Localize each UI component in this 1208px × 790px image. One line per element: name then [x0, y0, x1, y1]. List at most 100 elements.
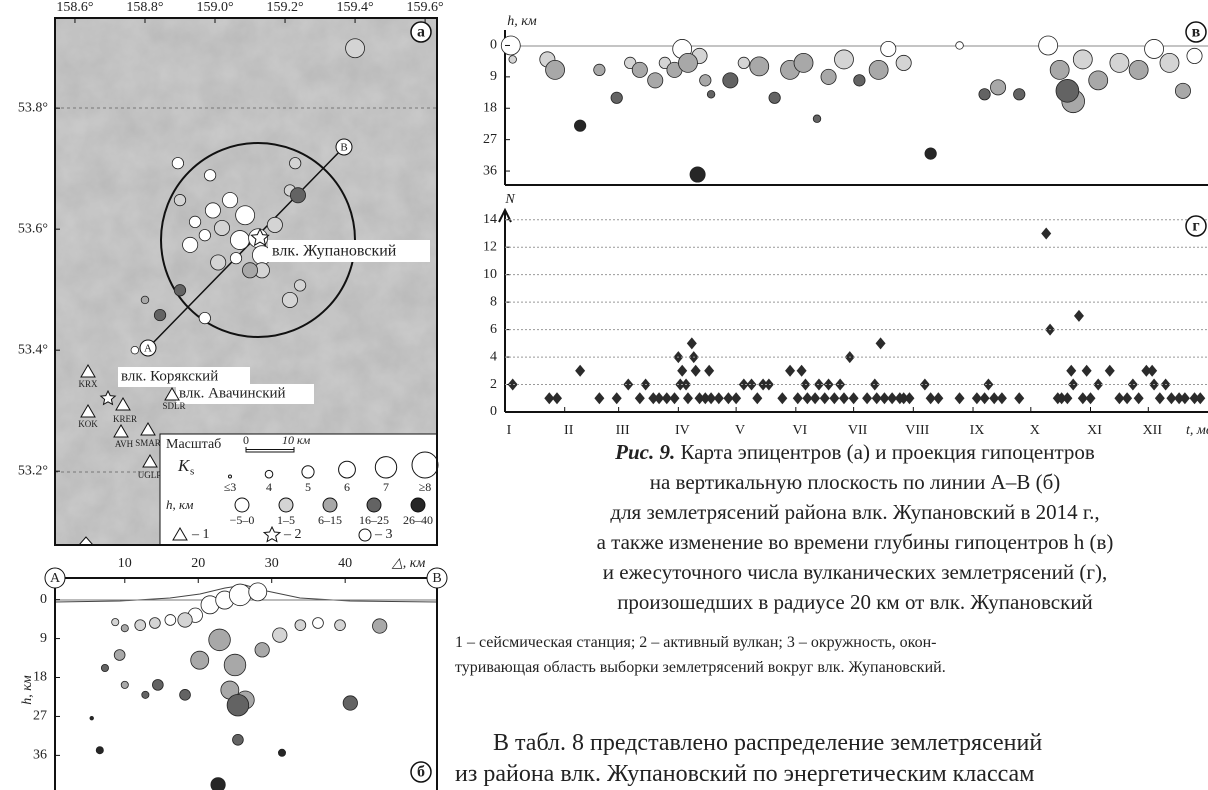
- caption-line: и ежесуточного числа вулканических земле…: [455, 557, 1208, 587]
- y-tick-label: 9: [490, 69, 497, 84]
- y-tick-label: 0: [490, 38, 497, 53]
- y-tick-label: 53.8°: [18, 100, 48, 115]
- y-tick-label: 4: [490, 349, 497, 364]
- count-marker: [1062, 392, 1072, 404]
- legend-text: 10 км: [282, 433, 311, 447]
- legend-text: 0: [243, 433, 249, 447]
- event-bubble: [869, 60, 888, 79]
- event-bubble: [180, 689, 191, 700]
- count-marker: [793, 392, 803, 404]
- body-line: В табл. 8 представлено распределение зем…: [455, 728, 1208, 759]
- event-bubble: [1050, 60, 1069, 79]
- event-bubble: [1160, 53, 1179, 72]
- count-marker: [876, 337, 886, 349]
- x-tick-label: II: [564, 423, 574, 438]
- event-bubble: [294, 280, 305, 291]
- event-bubble: [135, 620, 146, 631]
- count-marker: [1074, 310, 1084, 322]
- event-bubble: [152, 679, 163, 690]
- legend-text: ≤3: [224, 480, 237, 494]
- caption-line: произошедших в радиусе 20 км от влк. Жуп…: [455, 587, 1208, 617]
- x-tick-label: IX: [970, 423, 985, 438]
- legend-depth-swatch: [323, 498, 337, 512]
- caption-line: Рис. 9. Карта эпицентров (а) и проекция …: [455, 437, 1208, 467]
- volcano-label: влк. Авачинский: [179, 385, 286, 401]
- y-tick-label: 10: [483, 267, 497, 282]
- count-marker: [904, 392, 914, 404]
- note-line: туривающая область выборки землетрясений…: [455, 655, 1208, 680]
- legend-symbol: [359, 529, 371, 541]
- x-tick-label: V: [735, 423, 745, 438]
- count-marker: [980, 392, 990, 404]
- caption-line: на вертикальную плоскость по линии А–В (…: [455, 467, 1208, 497]
- legend-depth-swatch: [411, 498, 425, 512]
- event-bubble: [794, 53, 813, 72]
- event-bubble: [335, 620, 346, 631]
- count-marker: [552, 392, 562, 404]
- event-bubble: [295, 620, 306, 631]
- caption-line: для землетрясений района влк. Жупановски…: [455, 497, 1208, 527]
- event-bubble: [222, 193, 237, 208]
- event-bubble: [501, 36, 520, 55]
- y-tick-label: 9: [40, 631, 47, 646]
- event-bubble: [574, 120, 585, 131]
- event-bubble: [211, 778, 225, 790]
- y-tick-label: 14: [483, 212, 497, 227]
- count-marker: [810, 392, 820, 404]
- station-label: AVH: [115, 439, 134, 449]
- x-tick-label: VII: [848, 423, 868, 438]
- legend-text: 6–15: [318, 513, 342, 527]
- event-bubble: [546, 60, 565, 79]
- legend-text: h, км: [166, 497, 193, 512]
- legend-text: 26–40: [403, 513, 433, 527]
- x-tick-label: VI: [792, 423, 807, 438]
- event-bubble: [346, 39, 365, 58]
- x-tick-label: 158.8°: [126, 0, 163, 15]
- event-bubble: [199, 230, 210, 241]
- y-tick-label: 12: [483, 239, 497, 254]
- event-bubble: [230, 231, 249, 250]
- count-marker: [1180, 392, 1190, 404]
- event-bubble: [373, 619, 387, 633]
- event-bubble: [881, 41, 896, 56]
- y-axis-title: N: [504, 192, 515, 207]
- event-bubble: [979, 89, 990, 100]
- event-bubble: [189, 216, 200, 227]
- y-axis-title: h, км: [507, 14, 537, 29]
- event-bubble: [96, 747, 103, 754]
- count-marker: [862, 392, 872, 404]
- count-marker: [594, 392, 604, 404]
- count-marker: [1082, 365, 1092, 377]
- count-marker: [704, 365, 714, 377]
- event-bubble: [273, 628, 287, 642]
- count-marker: [777, 392, 787, 404]
- event-bubble: [769, 92, 780, 103]
- legend-size: [412, 452, 438, 478]
- x-tick-label: 40: [338, 556, 352, 571]
- event-bubble: [249, 583, 267, 601]
- legend-text: 6: [344, 480, 350, 494]
- event-bubble: [343, 696, 357, 710]
- event-bubble: [956, 42, 964, 50]
- count-marker: [820, 392, 830, 404]
- event-bubble: [224, 654, 246, 676]
- event-bubble: [165, 615, 176, 626]
- panel-letter: в: [1192, 24, 1201, 41]
- point-label: А: [144, 343, 152, 355]
- event-bubble: [1175, 83, 1190, 98]
- legend-size: [375, 457, 396, 478]
- event-bubble: [648, 73, 663, 88]
- y-tick-label: 27: [33, 709, 47, 724]
- event-bubble: [707, 91, 715, 99]
- y-tick-label: 27: [483, 132, 497, 147]
- count-marker: [635, 392, 645, 404]
- event-bubble: [183, 237, 198, 252]
- point-label: В: [340, 142, 347, 154]
- event-bubble: [290, 188, 305, 203]
- legend-depth-swatch: [367, 498, 381, 512]
- event-bubble: [834, 50, 853, 69]
- event-bubble: [242, 263, 257, 278]
- count-marker: [683, 392, 693, 404]
- event-bubble: [205, 203, 220, 218]
- legend-text: 5: [305, 480, 311, 494]
